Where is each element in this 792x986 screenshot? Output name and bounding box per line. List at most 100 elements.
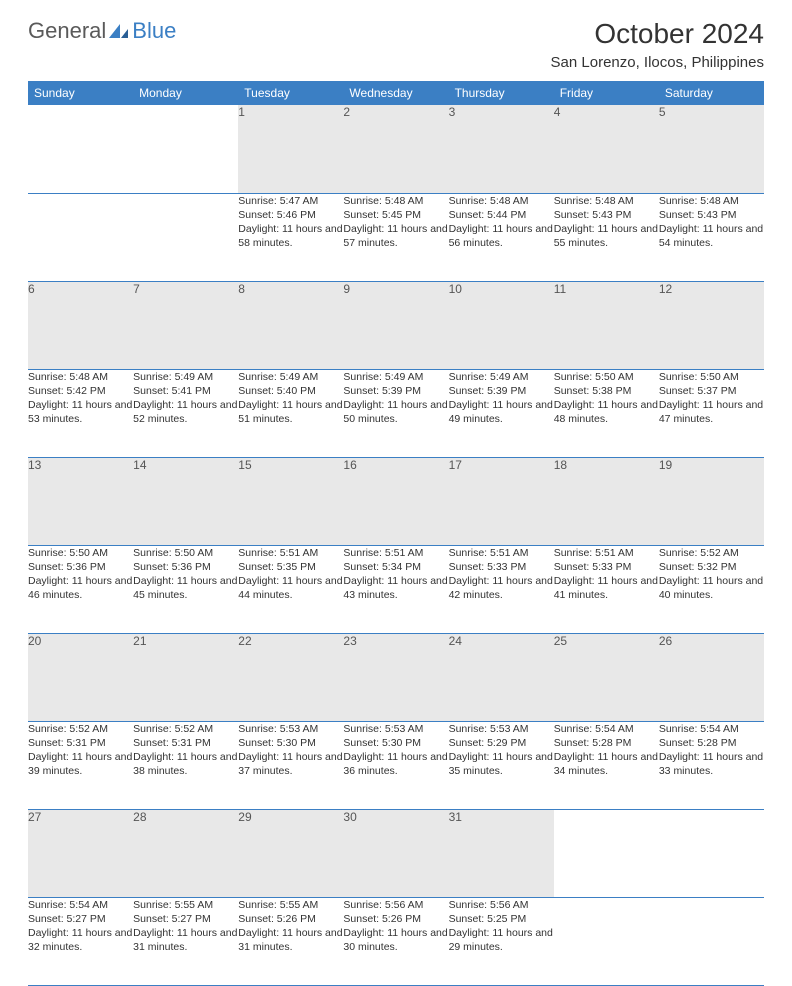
day-cell bbox=[28, 193, 133, 281]
day-number: 4 bbox=[554, 105, 659, 193]
sunrise-text: Sunrise: 5:48 AM bbox=[659, 194, 764, 208]
sunrise-text: Sunrise: 5:50 AM bbox=[28, 546, 133, 560]
day-cell: Sunrise: 5:53 AMSunset: 5:30 PMDaylight:… bbox=[238, 721, 343, 809]
day-cell: Sunrise: 5:49 AMSunset: 5:41 PMDaylight:… bbox=[133, 369, 238, 457]
day-number: 15 bbox=[238, 457, 343, 545]
sunset-text: Sunset: 5:31 PM bbox=[133, 736, 238, 750]
daynum-row: 6789101112 bbox=[28, 281, 764, 369]
daylight-text: Daylight: 11 hours and 44 minutes. bbox=[238, 574, 343, 602]
sunset-text: Sunset: 5:33 PM bbox=[554, 560, 659, 574]
day-number: 20 bbox=[28, 633, 133, 721]
day-cell: Sunrise: 5:50 AMSunset: 5:37 PMDaylight:… bbox=[659, 369, 764, 457]
daylight-text: Daylight: 11 hours and 57 minutes. bbox=[343, 222, 448, 250]
day-number: 1 bbox=[238, 105, 343, 193]
day-number: 21 bbox=[133, 633, 238, 721]
weekday-header: Saturday bbox=[659, 81, 764, 105]
sunrise-text: Sunrise: 5:50 AM bbox=[554, 370, 659, 384]
brand-general: General bbox=[28, 18, 106, 44]
sunrise-text: Sunrise: 5:51 AM bbox=[449, 546, 554, 560]
daylight-text: Daylight: 11 hours and 43 minutes. bbox=[343, 574, 448, 602]
day-number: 9 bbox=[343, 281, 448, 369]
sunset-text: Sunset: 5:27 PM bbox=[133, 912, 238, 926]
daylight-text: Daylight: 11 hours and 45 minutes. bbox=[133, 574, 238, 602]
sunset-text: Sunset: 5:39 PM bbox=[449, 384, 554, 398]
daylight-text: Daylight: 11 hours and 46 minutes. bbox=[28, 574, 133, 602]
weekday-header: Monday bbox=[133, 81, 238, 105]
day-number: 6 bbox=[28, 281, 133, 369]
daynum-row: 12345 bbox=[28, 105, 764, 193]
daycontent-row: Sunrise: 5:52 AMSunset: 5:31 PMDaylight:… bbox=[28, 721, 764, 809]
day-number: 5 bbox=[659, 105, 764, 193]
daylight-text: Daylight: 11 hours and 42 minutes. bbox=[449, 574, 554, 602]
daylight-text: Daylight: 11 hours and 39 minutes. bbox=[28, 750, 133, 778]
weekday-header: Tuesday bbox=[238, 81, 343, 105]
sunset-text: Sunset: 5:26 PM bbox=[238, 912, 343, 926]
day-cell bbox=[133, 193, 238, 281]
day-number: 25 bbox=[554, 633, 659, 721]
day-cell: Sunrise: 5:52 AMSunset: 5:31 PMDaylight:… bbox=[133, 721, 238, 809]
sunrise-text: Sunrise: 5:52 AM bbox=[133, 722, 238, 736]
sunrise-text: Sunrise: 5:51 AM bbox=[554, 546, 659, 560]
daylight-text: Daylight: 11 hours and 34 minutes. bbox=[554, 750, 659, 778]
day-cell: Sunrise: 5:55 AMSunset: 5:26 PMDaylight:… bbox=[238, 897, 343, 985]
day-cell: Sunrise: 5:48 AMSunset: 5:42 PMDaylight:… bbox=[28, 369, 133, 457]
daylight-text: Daylight: 11 hours and 33 minutes. bbox=[659, 750, 764, 778]
page-title: October 2024 bbox=[551, 18, 764, 50]
daylight-text: Daylight: 11 hours and 40 minutes. bbox=[659, 574, 764, 602]
sunset-text: Sunset: 5:40 PM bbox=[238, 384, 343, 398]
sunrise-text: Sunrise: 5:54 AM bbox=[659, 722, 764, 736]
day-cell bbox=[659, 897, 764, 985]
day-number: 8 bbox=[238, 281, 343, 369]
daylight-text: Daylight: 11 hours and 36 minutes. bbox=[343, 750, 448, 778]
day-number: 19 bbox=[659, 457, 764, 545]
weekday-header: Thursday bbox=[449, 81, 554, 105]
day-number: 29 bbox=[238, 809, 343, 897]
day-cell: Sunrise: 5:49 AMSunset: 5:40 PMDaylight:… bbox=[238, 369, 343, 457]
daylight-text: Daylight: 11 hours and 56 minutes. bbox=[449, 222, 554, 250]
sunset-text: Sunset: 5:26 PM bbox=[343, 912, 448, 926]
daynum-row: 20212223242526 bbox=[28, 633, 764, 721]
sunset-text: Sunset: 5:35 PM bbox=[238, 560, 343, 574]
daylight-text: Daylight: 11 hours and 32 minutes. bbox=[28, 926, 133, 954]
sunset-text: Sunset: 5:30 PM bbox=[343, 736, 448, 750]
weekday-header: Sunday bbox=[28, 81, 133, 105]
day-number: 7 bbox=[133, 281, 238, 369]
sunrise-text: Sunrise: 5:49 AM bbox=[133, 370, 238, 384]
sunrise-text: Sunrise: 5:49 AM bbox=[343, 370, 448, 384]
daylight-text: Daylight: 11 hours and 41 minutes. bbox=[554, 574, 659, 602]
day-number: 3 bbox=[449, 105, 554, 193]
day-cell bbox=[554, 897, 659, 985]
sunset-text: Sunset: 5:39 PM bbox=[343, 384, 448, 398]
day-number: 28 bbox=[133, 809, 238, 897]
day-cell: Sunrise: 5:49 AMSunset: 5:39 PMDaylight:… bbox=[343, 369, 448, 457]
brand-blue: Blue bbox=[132, 18, 176, 44]
sunset-text: Sunset: 5:37 PM bbox=[659, 384, 764, 398]
sunrise-text: Sunrise: 5:55 AM bbox=[133, 898, 238, 912]
day-cell: Sunrise: 5:51 AMSunset: 5:34 PMDaylight:… bbox=[343, 545, 448, 633]
day-cell: Sunrise: 5:51 AMSunset: 5:35 PMDaylight:… bbox=[238, 545, 343, 633]
sunrise-text: Sunrise: 5:51 AM bbox=[343, 546, 448, 560]
daylight-text: Daylight: 11 hours and 31 minutes. bbox=[133, 926, 238, 954]
sunset-text: Sunset: 5:38 PM bbox=[554, 384, 659, 398]
daylight-text: Daylight: 11 hours and 58 minutes. bbox=[238, 222, 343, 250]
daylight-text: Daylight: 11 hours and 47 minutes. bbox=[659, 398, 764, 426]
day-number: 22 bbox=[238, 633, 343, 721]
sunset-text: Sunset: 5:33 PM bbox=[449, 560, 554, 574]
day-number: 12 bbox=[659, 281, 764, 369]
sunrise-text: Sunrise: 5:56 AM bbox=[449, 898, 554, 912]
sunrise-text: Sunrise: 5:53 AM bbox=[238, 722, 343, 736]
day-cell: Sunrise: 5:54 AMSunset: 5:27 PMDaylight:… bbox=[28, 897, 133, 985]
sunset-text: Sunset: 5:43 PM bbox=[659, 208, 764, 222]
day-number: 2 bbox=[343, 105, 448, 193]
sunrise-text: Sunrise: 5:50 AM bbox=[659, 370, 764, 384]
daylight-text: Daylight: 11 hours and 35 minutes. bbox=[449, 750, 554, 778]
day-cell: Sunrise: 5:55 AMSunset: 5:27 PMDaylight:… bbox=[133, 897, 238, 985]
sunrise-text: Sunrise: 5:50 AM bbox=[133, 546, 238, 560]
day-number: 18 bbox=[554, 457, 659, 545]
sunrise-text: Sunrise: 5:51 AM bbox=[238, 546, 343, 560]
day-cell: Sunrise: 5:49 AMSunset: 5:39 PMDaylight:… bbox=[449, 369, 554, 457]
daylight-text: Daylight: 11 hours and 30 minutes. bbox=[343, 926, 448, 954]
sunrise-text: Sunrise: 5:49 AM bbox=[238, 370, 343, 384]
day-cell: Sunrise: 5:51 AMSunset: 5:33 PMDaylight:… bbox=[449, 545, 554, 633]
sunset-text: Sunset: 5:30 PM bbox=[238, 736, 343, 750]
